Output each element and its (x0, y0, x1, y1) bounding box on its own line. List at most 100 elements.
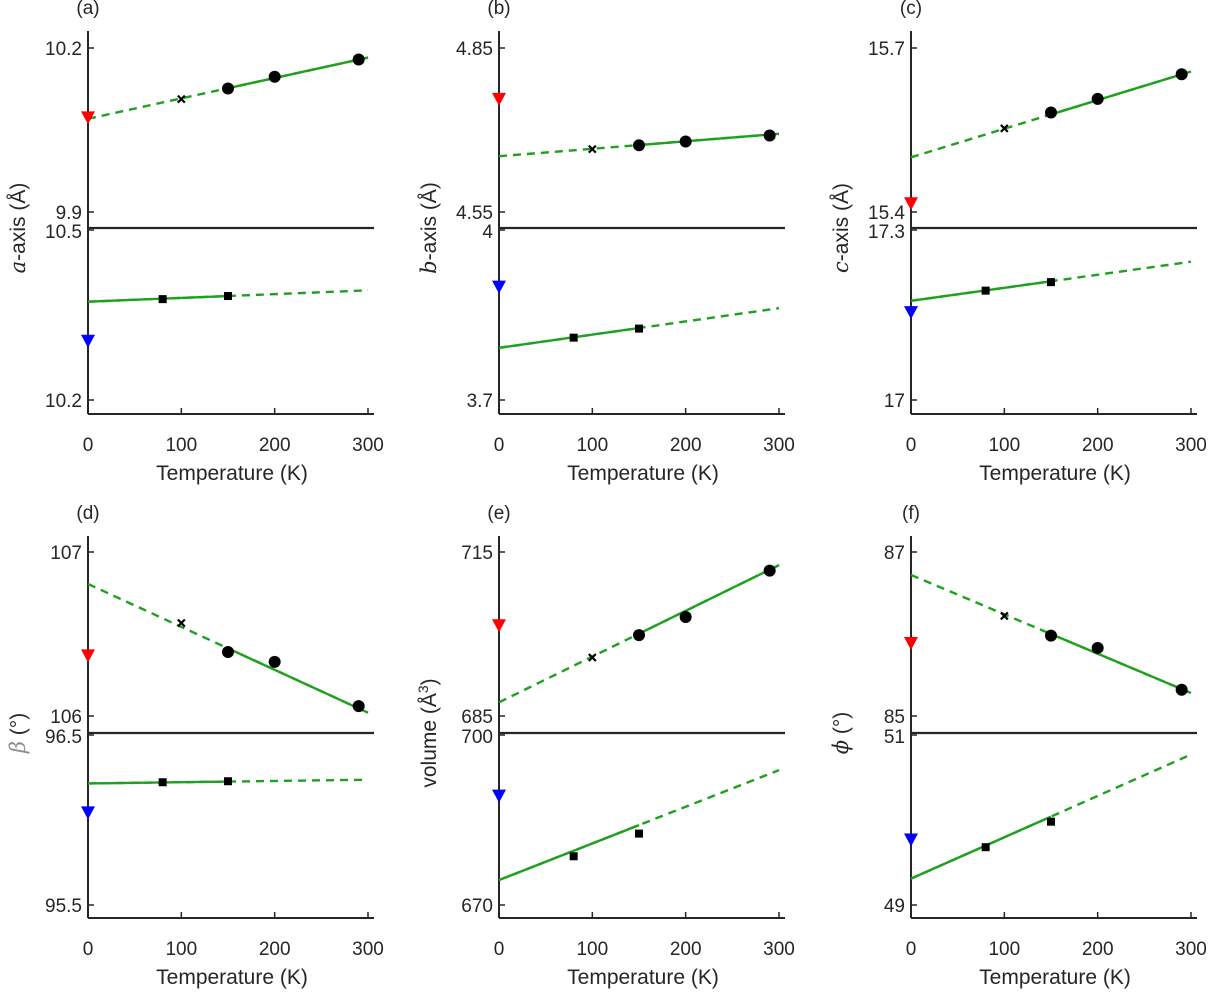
data-point-circle (633, 139, 645, 152)
x-tick-label: 300 (352, 435, 384, 456)
y-tick-label: 17 (884, 391, 905, 412)
experimental-triangle (492, 280, 506, 294)
y-tick-label: 17.3 (868, 222, 905, 243)
y-tick-label: 96.5 (45, 727, 82, 748)
data-point-square (1047, 817, 1055, 826)
panel-label: (f) (902, 503, 920, 524)
y-tick-label: 10.2 (45, 391, 82, 412)
data-point-circle (352, 700, 365, 713)
upper-half: 685 715 (461, 543, 780, 728)
y-tick-label: 700 (461, 727, 493, 748)
lower-half: 3.74 (467, 222, 780, 412)
panel-c: (c) 0 100 200 300 Temperature (K) c-axis (Å) 15… (829, 0, 1207, 485)
y-axis-symbol: β (6, 741, 30, 754)
y-tick-label: 51 (884, 727, 905, 748)
fit-line-solid (87, 294, 229, 303)
y-axis-title-text: volume (Å (418, 693, 441, 788)
y-axis-symbol: b (417, 260, 441, 273)
data-point-cross (588, 144, 597, 154)
fit-line-solid (1050, 632, 1192, 695)
y-axis-title: a-axis (Å) (6, 183, 30, 274)
data-point-circle (763, 129, 776, 142)
experimental-triangle (492, 789, 506, 803)
x-tick-label: 0 (494, 939, 505, 960)
y-axis-symbol: c (829, 261, 853, 273)
x-tick-label: 300 (763, 435, 795, 456)
experimental-triangle (81, 111, 95, 125)
data-point-square (635, 324, 643, 333)
y-tick-label: 4.85 (456, 39, 493, 60)
upper-half: 15.4 15.7 (868, 39, 1192, 224)
y-axis-title-superscript: 3 (415, 685, 431, 693)
experimental-triangle (492, 92, 506, 106)
data-point-square (569, 333, 578, 342)
panel-b: (b) 0 100 200 300 Temperature (K) b-axis (Å) 4.… (417, 0, 795, 485)
x-tick-label: 200 (1082, 939, 1114, 960)
upper-half: 106 107 (50, 543, 369, 728)
y-tick-label: 95.5 (45, 896, 82, 917)
experimental-triangle (904, 197, 918, 211)
y-axis-title: b-axis (Å) (417, 182, 441, 274)
x-tick-label: 100 (576, 939, 608, 960)
x-tick-label: 300 (1175, 939, 1207, 960)
fit-line-solid (227, 56, 369, 90)
data-point-circle (352, 53, 365, 66)
x-tick-label: 300 (763, 939, 795, 960)
data-point-cross (177, 94, 186, 104)
data-point-square (635, 829, 643, 838)
data-point-square (224, 292, 232, 301)
y-tick-label: 10.2 (45, 39, 82, 60)
data-point-square (224, 777, 232, 786)
y-tick-label: 49 (884, 896, 905, 917)
experimental-triangle (81, 806, 95, 820)
data-point-square (981, 843, 990, 852)
x-axis-title: Temperature (K) (567, 966, 719, 989)
y-tick-label: 107 (50, 543, 82, 564)
x-tick-label: 200 (259, 435, 291, 456)
data-point-circle (679, 611, 692, 624)
data-point-square (158, 295, 167, 304)
x-tick-label: 0 (906, 939, 917, 960)
lower-half: 17 17.3 (868, 222, 1192, 412)
data-point-circle (763, 564, 776, 577)
data-point-circle (222, 82, 234, 95)
y-tick-label: 15.7 (868, 39, 905, 60)
data-point-square (1047, 278, 1055, 287)
experimental-triangle (81, 334, 95, 348)
experimental-triangle (904, 306, 918, 320)
panel-a: (a) 0 100 200 300 Temperature (K) a-axis (Å) 9.… (6, 0, 384, 485)
data-point-square (981, 286, 990, 295)
x-tick-label: 300 (1175, 435, 1207, 456)
y-tick-label: 87 (884, 543, 905, 564)
data-point-circle (1045, 106, 1057, 119)
data-point-circle (268, 70, 281, 83)
x-tick-label: 0 (83, 939, 94, 960)
fit-line-dashed (910, 753, 1192, 880)
x-tick-label: 200 (1082, 435, 1114, 456)
panel-e: (e) 0 100 200 300 Temperature (K) volume (Å3) 6… (415, 503, 795, 989)
y-axis-title-text: (°) (7, 713, 30, 741)
y-axis-title: ϕ (°) (829, 712, 853, 755)
data-point-circle (1175, 683, 1188, 696)
data-point-circle (1045, 629, 1057, 642)
x-tick-label: 100 (165, 939, 197, 960)
panel-label: (d) (76, 503, 99, 524)
panel-label: (c) (900, 0, 922, 19)
y-tick-label: 9.9 (56, 203, 82, 224)
fit-line-solid (638, 564, 780, 635)
y-tick-label: 85 (884, 707, 905, 728)
lower-half: 95.5 96.5 (45, 727, 369, 917)
experimental-triangle (904, 833, 918, 847)
lower-half: 670 700 (461, 727, 780, 917)
data-point-cross (588, 653, 597, 662)
data-point-circle (222, 646, 234, 659)
experimental-triangle (492, 619, 506, 633)
y-tick-label: 670 (461, 896, 493, 917)
y-tick-label: 3.7 (467, 391, 493, 412)
panel-f: (f) 0 100 200 300 Temperature (K) ϕ (°) 85 87 49 5… (829, 503, 1207, 989)
fit-line-solid (227, 647, 369, 714)
x-tick-label: 100 (988, 939, 1020, 960)
y-axis-symbol: ϕ (829, 740, 853, 754)
y-axis-title: c-axis (Å) (829, 183, 853, 273)
